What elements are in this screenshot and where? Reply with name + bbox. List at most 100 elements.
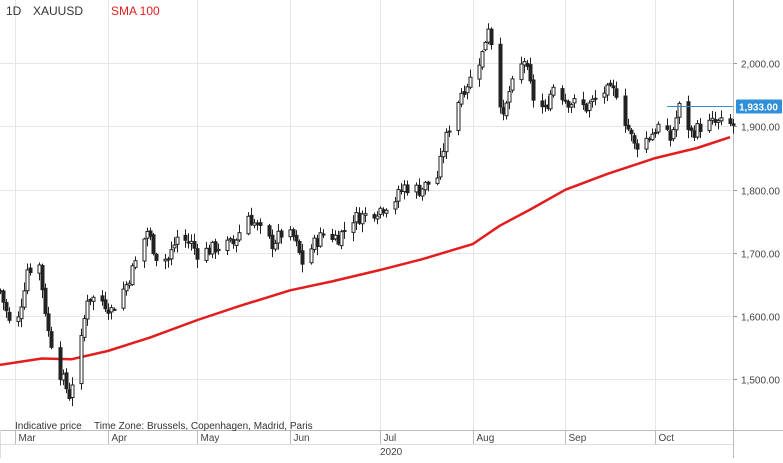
candle-body [112,308,117,311]
candle-body [342,229,347,232]
candle-body [273,242,278,250]
candle-body [339,231,344,247]
interval-label[interactable]: 1D [6,4,22,18]
candle-body [686,101,691,131]
candle-body [650,133,655,141]
candle-body [731,123,736,126]
candle-body [698,123,703,132]
candle-body [608,82,613,86]
candle-body [100,295,105,302]
candle-body [611,85,616,89]
candle-body [237,232,242,241]
candle-body [498,43,503,108]
candle-body [528,64,533,82]
candle-body [405,184,410,194]
y-tick-label: 1,900.00 [741,123,780,134]
candle-body [183,234,188,241]
y-tick-label: 2,000.00 [741,60,780,71]
x-tick-label: Jun [294,433,310,444]
candle-body [270,234,275,250]
candle-body [674,117,679,131]
candle-body [4,302,9,312]
candle-body [459,92,464,105]
candle-body [169,249,174,260]
candle-body [154,253,159,261]
candle-body [225,239,230,252]
symbol-label[interactable]: XAUUSD [33,4,84,18]
candle-body [551,86,556,96]
candle-body [151,234,156,255]
candle-body [213,241,218,253]
candle-body [560,88,565,101]
candle-body [58,347,63,380]
candle-body [40,265,45,291]
candle-body [258,222,263,226]
candle-body [689,127,694,131]
candle-body [195,248,200,260]
candle-body [28,267,33,274]
candle-body [468,76,473,88]
candle-body [447,130,452,133]
candle-body [321,233,326,236]
candle-body [426,181,431,185]
candle-body [309,248,314,264]
candle-body [581,99,586,106]
x-tick-label: Apr [112,433,128,444]
y-tick-label: 1,700.00 [741,250,780,261]
candle-body [16,316,21,323]
candle-body [384,209,389,214]
candle-body [396,189,401,202]
candle-body [318,232,323,247]
candle-body [1,290,6,303]
candle-body [719,117,724,122]
candle-body [507,91,512,103]
candle-body [480,51,485,68]
candle-body [707,119,712,132]
candle-body [605,84,610,96]
gridlines [0,0,733,430]
candle-body [393,201,398,210]
candle-body [644,137,649,150]
candle-body [632,135,637,144]
candle-body [130,265,135,286]
y-tick-label: 1,600.00 [741,313,780,324]
candle-body [64,372,69,390]
candle-body [249,214,254,225]
candle-body [423,181,428,191]
candle-body [234,239,239,246]
candle-body [489,28,494,46]
candle-body [441,150,446,158]
candle-body [79,335,84,385]
candle-body [438,155,443,178]
candle-body [593,97,598,100]
candle-body [623,95,628,126]
candle-body [671,129,676,140]
sma-100-series [0,136,731,367]
candle-body [192,241,197,249]
candle-body [665,125,670,130]
y-tick-label: 1,500.00 [741,376,780,387]
y-tick-label: 1,800.00 [741,187,780,198]
candle-body [456,102,461,132]
x-tick-label: Aug [477,433,495,444]
candle-body [677,102,682,118]
indicator-legend-sma[interactable]: SMA 100 [111,4,160,18]
candle-body [91,296,96,302]
candle-body [465,86,470,94]
candle-body [435,177,440,184]
candle-body [548,93,553,110]
candle-body [175,236,180,245]
x-tick-label: Jul [384,433,397,444]
candle-body [635,143,640,150]
candle-body [360,213,365,225]
candle-body [297,240,302,253]
candle-body [563,99,568,102]
candle-body [351,222,356,233]
candle-body [103,299,108,310]
candle-body [279,230,284,238]
x-tick-label: Mar [19,433,37,444]
candle-body [531,79,536,101]
candle-body [216,248,221,252]
candle-body [291,229,296,237]
